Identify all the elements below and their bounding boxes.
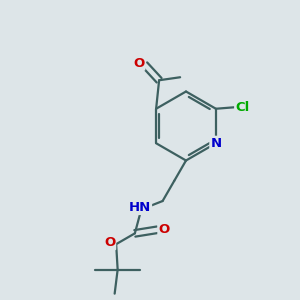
Text: N: N [210, 137, 221, 150]
Text: HN: HN [129, 201, 151, 214]
Text: O: O [133, 57, 144, 70]
Text: Cl: Cl [235, 101, 249, 114]
Text: O: O [158, 223, 169, 236]
Text: O: O [104, 236, 115, 249]
